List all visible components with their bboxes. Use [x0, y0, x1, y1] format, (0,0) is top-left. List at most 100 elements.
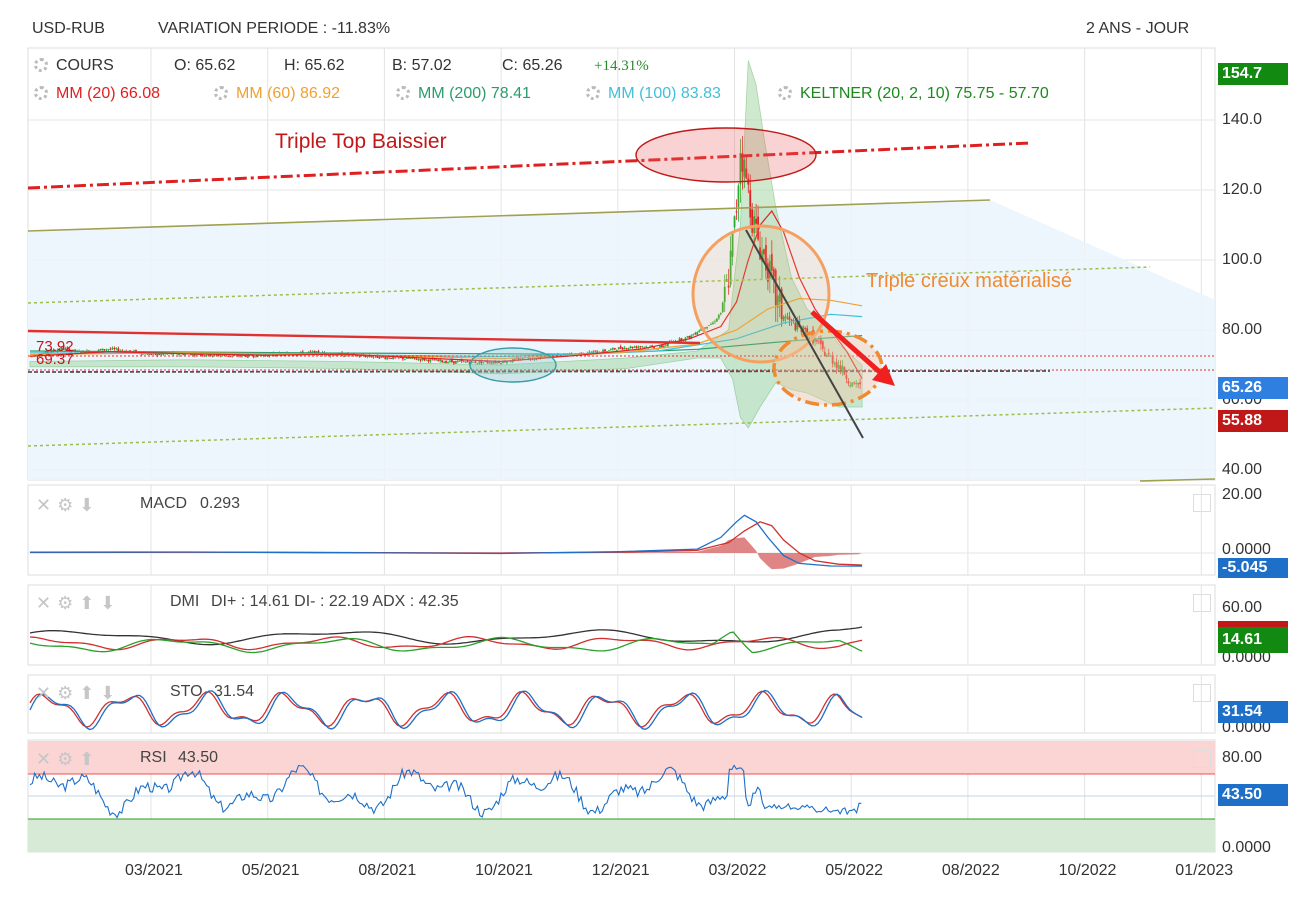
candle-body: [213, 354, 216, 356]
candle-body: [617, 347, 620, 350]
drawing-annotations: [27, 127, 1216, 482]
candle-body: [162, 353, 165, 355]
dmi-pane-tools[interactable]: ✕⚙⬆⬇: [36, 593, 122, 613]
candle-body: [837, 364, 840, 369]
candle-body: [706, 326, 708, 329]
x-tick-label: 10/2021: [475, 862, 533, 879]
candle-body: [680, 338, 683, 341]
candle-body: [460, 360, 463, 362]
candle-body: [417, 359, 420, 361]
candle-body: [252, 356, 255, 358]
candle-body: [199, 354, 202, 356]
candle-body: [478, 361, 481, 364]
macd-series: [29, 514, 863, 570]
x-tick-label: 05/2022: [825, 862, 884, 879]
candle-body: [772, 268, 775, 277]
gear-icon[interactable]: [34, 86, 48, 100]
candle-body: [853, 382, 856, 384]
triple-top-ellipse: [635, 127, 817, 183]
legend-item[interactable]: KELTNER (20, 2, 10) 75.75 - 57.70: [778, 85, 1049, 103]
dmi-value: DI+ : 14.61 DI- : 22.19 ADX : 42.35: [211, 593, 459, 610]
gear-icon[interactable]: [396, 86, 410, 100]
candle-body: [384, 357, 387, 359]
legend-item[interactable]: MM (100) 83.83: [586, 85, 721, 103]
candle-body: [719, 312, 722, 315]
dmi-maximize-box[interactable]: [1193, 594, 1211, 612]
x-tick-label: 05/2021: [241, 862, 300, 879]
candle-body: [454, 360, 457, 364]
macd-maximize-box[interactable]: [1193, 494, 1211, 512]
upper-channel-line: [27, 199, 991, 232]
candle-body: [774, 269, 777, 306]
legend-item[interactable]: C: 65.26: [502, 57, 562, 75]
candle-body: [366, 356, 369, 357]
sto-pane-tools[interactable]: ✕⚙⬆⬇: [36, 683, 122, 703]
candle-body: [445, 361, 447, 363]
candle-body: [778, 293, 781, 302]
candle-body: [633, 346, 636, 348]
candle-body: [486, 361, 489, 363]
legend-item[interactable]: MM (200) 78.41: [396, 85, 531, 103]
legend-item[interactable]: MM (60) 86.92: [214, 85, 340, 103]
candle-body: [527, 357, 530, 360]
gear-icon[interactable]: [214, 86, 228, 100]
legend-item[interactable]: B: 57.02: [392, 57, 452, 75]
background-shapes: [28, 200, 1215, 852]
candle-body: [698, 330, 701, 332]
x-tick-label: 12/2021: [591, 862, 650, 879]
candle-body: [498, 361, 500, 364]
legend-item[interactable]: MM (20) 66.08: [34, 85, 160, 103]
down-arrow-shaft: [810, 310, 884, 376]
legend-text: C: 65.26: [502, 57, 563, 74]
legend-item[interactable]: H: 65.62: [284, 57, 344, 75]
rsi-badge: 43.50: [1218, 784, 1288, 806]
triple-top-resistance: [27, 141, 1031, 190]
macd-pane-tools[interactable]: ✕⚙⬇: [36, 495, 101, 515]
candle-body: [723, 286, 726, 302]
candle-body: [623, 347, 626, 350]
rsi-maximize-box[interactable]: [1193, 750, 1211, 768]
candle-body: [821, 341, 824, 349]
rsi-series: [29, 764, 862, 819]
candle-body: [193, 353, 196, 356]
macd-pane[interactable]: [27, 484, 1216, 576]
candle-body: [641, 346, 644, 348]
candle-body: [770, 253, 773, 271]
candle-body: [392, 356, 394, 360]
high-price-badge: 154.7: [1218, 63, 1288, 85]
period-range[interactable]: 2 ANS - JOUR: [1086, 20, 1190, 37]
legend-item[interactable]: +14.31%: [594, 57, 649, 75]
candle-body: [743, 159, 746, 177]
downtrend-line: [745, 229, 864, 439]
gear-icon[interactable]: [778, 86, 792, 100]
candle-body: [474, 361, 477, 363]
consolidation-ellipse: [469, 347, 557, 383]
candle-body: [727, 285, 730, 288]
dmi-pane[interactable]: [27, 584, 1216, 666]
gear-icon[interactable]: [586, 86, 600, 100]
down-arrow-head: [872, 364, 895, 386]
candle-body: [765, 244, 767, 271]
sto-label: STO: [170, 683, 203, 700]
candle-body: [451, 359, 453, 362]
candle-body: [833, 363, 836, 365]
rsi-pane-tools[interactable]: ✕⚙⬆: [36, 749, 101, 769]
candle-body: [421, 358, 424, 360]
candle-body: [205, 355, 208, 357]
legend-item[interactable]: O: 65.62: [174, 57, 235, 75]
candle-body: [847, 381, 850, 384]
candle-body: [429, 359, 432, 362]
candle-body: [714, 321, 716, 323]
candle-body: [425, 359, 428, 361]
candle-body: [502, 360, 504, 364]
red-trend-line: [27, 329, 701, 345]
gear-icon[interactable]: [34, 58, 48, 72]
legend-text: MM (60) 86.92: [236, 85, 341, 102]
candle-body: [84, 351, 86, 354]
candle-body: [611, 347, 614, 350]
candle-body: [604, 349, 606, 352]
reversal-circle: [691, 224, 831, 364]
candle-body: [113, 347, 116, 349]
sto-maximize-box[interactable]: [1193, 684, 1211, 702]
legend-item[interactable]: COURS: [34, 57, 114, 75]
